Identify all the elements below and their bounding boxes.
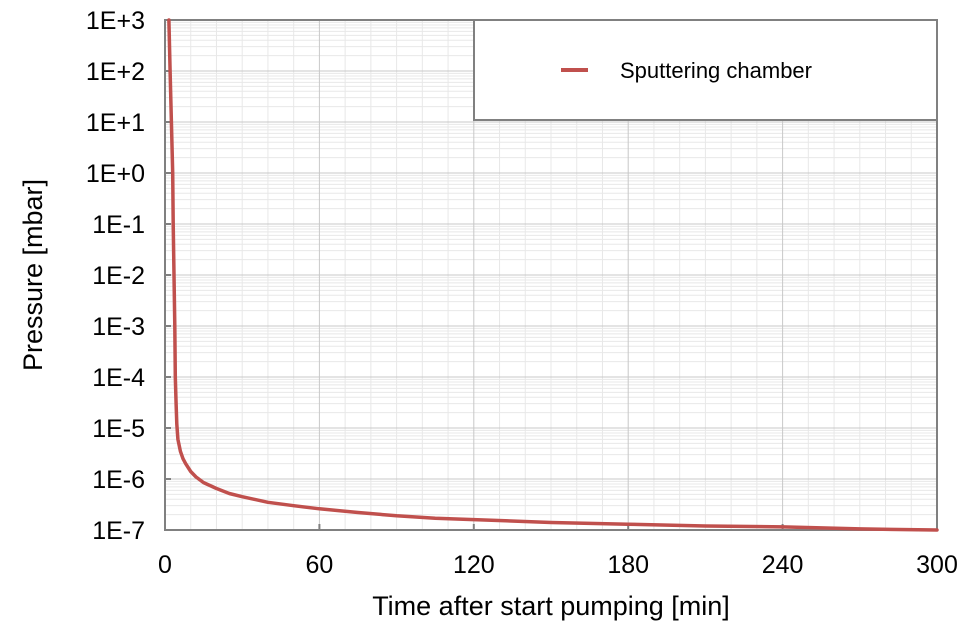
y-tick-label: 1E-3 [92, 313, 145, 341]
y-tick-label: 1E+3 [86, 7, 145, 35]
y-tick-label: 1E+2 [86, 58, 145, 86]
series-line-0 [167, 18, 939, 532]
x-tick-label: 300 [916, 551, 958, 579]
x-tick-label: 60 [305, 551, 333, 579]
legend-label-sputtering-chamber: Sputtering chamber [620, 58, 812, 83]
legend-box [473, 19, 938, 121]
x-tick-label: 120 [453, 551, 495, 579]
y-tick-label: 1E+0 [86, 160, 145, 188]
y-tick-label: 1E-1 [92, 211, 145, 239]
legend: Sputtering chamber [473, 19, 938, 121]
y-axis-label: Pressure [mbar] [18, 179, 48, 371]
y-tick-label: 1E+1 [86, 109, 145, 137]
y-tick-label: 1E-6 [92, 466, 145, 494]
x-axis-ticks: 0 60 120 180 240 300 [158, 524, 958, 579]
y-axis-ticks: 1E+3 1E+2 1E+1 1E+0 1E-1 1E-2 1E-3 1E-4 1E-5 1E-6… [86, 7, 171, 545]
series-layer [167, 18, 939, 532]
y-tick-label: 1E-2 [92, 262, 145, 290]
x-tick-label: 180 [607, 551, 649, 579]
y-tick-label: 1E-5 [92, 415, 145, 443]
x-axis-label: Time after start pumping [min] [372, 591, 730, 621]
y-tick-label: 1E-4 [92, 364, 145, 392]
x-tick-label: 0 [158, 551, 172, 579]
x-tick-label: 240 [762, 551, 804, 579]
y-tick-label: 1E-7 [92, 517, 145, 545]
